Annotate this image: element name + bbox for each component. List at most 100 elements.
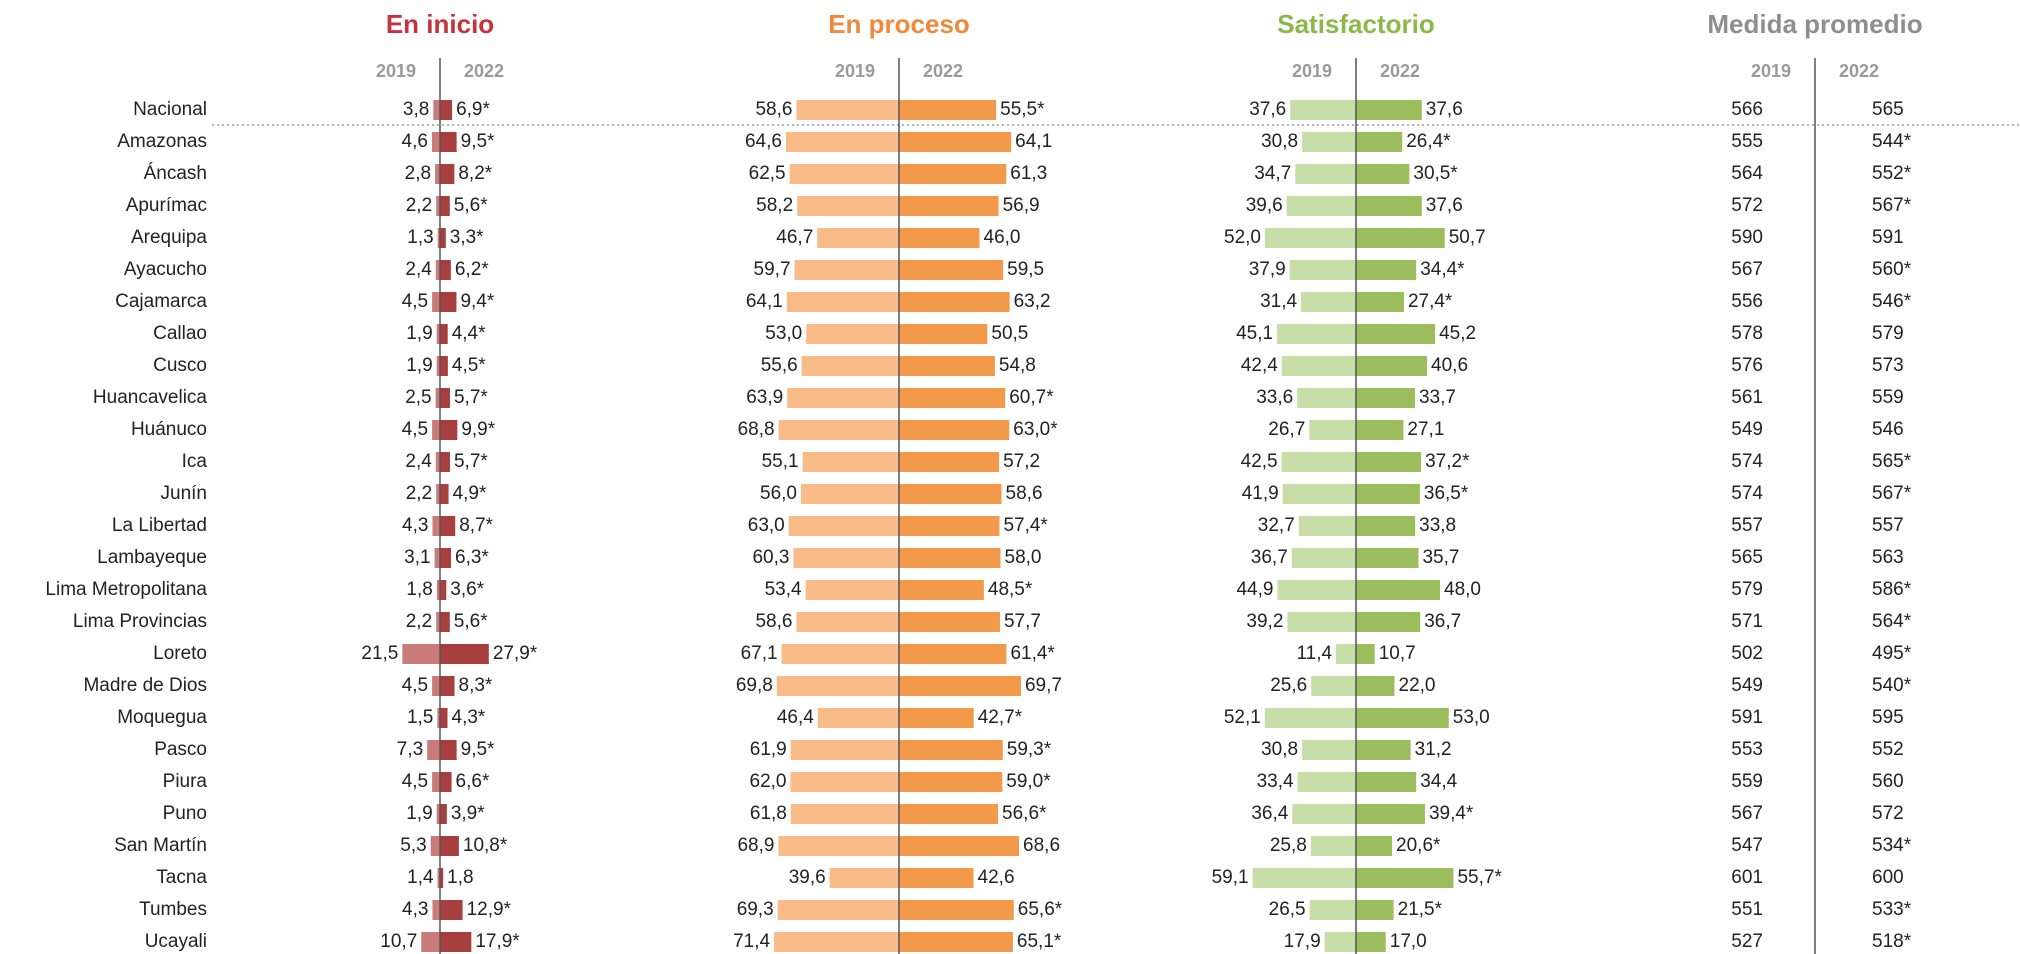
bar — [899, 804, 999, 824]
bar — [440, 772, 452, 792]
value-label: 1,8 — [447, 867, 473, 888]
table-value: 574 — [1731, 451, 1763, 472]
bar — [1356, 324, 1436, 344]
value-label: 58,6 — [755, 611, 792, 632]
value-label: 1,9 — [406, 355, 432, 376]
bar — [1324, 932, 1356, 952]
value-label: 2,5 — [405, 387, 431, 408]
value-label: 50,5 — [991, 323, 1028, 344]
value-label: 42,5 — [1241, 451, 1278, 472]
year-label: 2022 — [1839, 61, 1879, 81]
value-label: 63,2 — [1014, 291, 1051, 312]
bar — [440, 580, 447, 600]
value-label: 37,6 — [1426, 99, 1463, 120]
table-value: 573 — [1872, 355, 1904, 376]
value-label: 4,5 — [402, 419, 428, 440]
value-label: 4,9* — [453, 483, 487, 504]
value-label: 37,6 — [1426, 195, 1463, 216]
bar — [437, 708, 440, 728]
bar — [1302, 132, 1356, 152]
value-label: 22,0 — [1399, 675, 1436, 696]
bar — [421, 932, 440, 952]
bar — [1287, 612, 1356, 632]
bar — [797, 196, 899, 216]
value-label: 56,6* — [1002, 803, 1047, 824]
value-label: 9,4* — [460, 291, 494, 312]
bar — [899, 612, 1000, 632]
bar — [802, 452, 899, 472]
value-label: 5,6* — [454, 195, 488, 216]
value-label: 53,0 — [1453, 707, 1490, 728]
bar — [1356, 932, 1386, 952]
bar — [793, 548, 899, 568]
bar — [899, 228, 980, 248]
value-label: 33,7 — [1419, 387, 1456, 408]
value-label: 3,1 — [404, 547, 430, 568]
value-label: 31,2 — [1415, 739, 1452, 760]
table-value: 579 — [1731, 579, 1763, 600]
bar — [431, 132, 440, 152]
bar — [437, 868, 440, 888]
row-label: Amazonas — [117, 131, 207, 152]
table-value: 565* — [1872, 451, 1912, 472]
value-label: 4,6 — [402, 131, 428, 152]
table-value: 560 — [1872, 771, 1904, 792]
bar — [796, 100, 899, 120]
value-label: 5,3 — [400, 835, 426, 856]
row-label: San Martín — [114, 835, 207, 856]
value-label: 34,4* — [1420, 259, 1465, 280]
value-label: 3,6* — [450, 579, 484, 600]
year-label: 2022 — [464, 61, 504, 81]
bar — [440, 292, 457, 312]
bar — [1356, 516, 1416, 536]
bar — [440, 164, 455, 184]
bar — [899, 196, 999, 216]
bar — [788, 516, 899, 536]
row-label: Huancavelica — [93, 387, 207, 408]
table-value: 576 — [1731, 355, 1763, 376]
value-label: 67,1 — [741, 643, 778, 664]
bar — [432, 292, 440, 312]
row-label: Ucayali — [145, 931, 207, 952]
table-value: 591 — [1731, 707, 1763, 728]
value-label: 33,4 — [1257, 771, 1294, 792]
bar — [1292, 804, 1356, 824]
bar — [899, 356, 995, 376]
value-label: 34,7 — [1254, 163, 1291, 184]
value-label: 6,2* — [455, 259, 489, 280]
value-label: 2,4 — [405, 259, 432, 280]
value-label: 17,9* — [475, 931, 520, 952]
value-label: 54,8 — [999, 355, 1036, 376]
row-label: Cusco — [153, 355, 207, 376]
bar — [440, 100, 453, 120]
value-label: 62,0 — [750, 771, 787, 792]
table-value: 567 — [1731, 803, 1763, 824]
bar — [899, 388, 1006, 408]
bar — [778, 836, 899, 856]
value-label: 25,8 — [1270, 835, 1307, 856]
bar — [440, 420, 458, 440]
value-label: 57,2 — [1003, 451, 1040, 472]
value-label: 64,6 — [745, 131, 782, 152]
value-label: 63,0 — [748, 515, 785, 536]
bar — [899, 740, 1003, 760]
bar — [1252, 868, 1356, 888]
value-label: 8,3* — [459, 675, 493, 696]
bar — [1356, 836, 1393, 856]
bar — [796, 612, 899, 632]
bar — [440, 132, 457, 152]
value-label: 64,1 — [746, 291, 783, 312]
value-label: 59,0* — [1006, 771, 1051, 792]
bar — [1356, 132, 1403, 152]
table-value: 495* — [1872, 643, 1912, 664]
row-label: Piura — [163, 771, 208, 792]
value-label: 3,9* — [451, 803, 485, 824]
value-label: 61,8 — [750, 803, 787, 824]
bar — [1356, 612, 1421, 632]
bar — [899, 100, 997, 120]
bar — [1356, 292, 1404, 312]
bar — [1356, 900, 1394, 920]
value-label: 46,0 — [984, 227, 1021, 248]
bar — [1356, 804, 1425, 824]
